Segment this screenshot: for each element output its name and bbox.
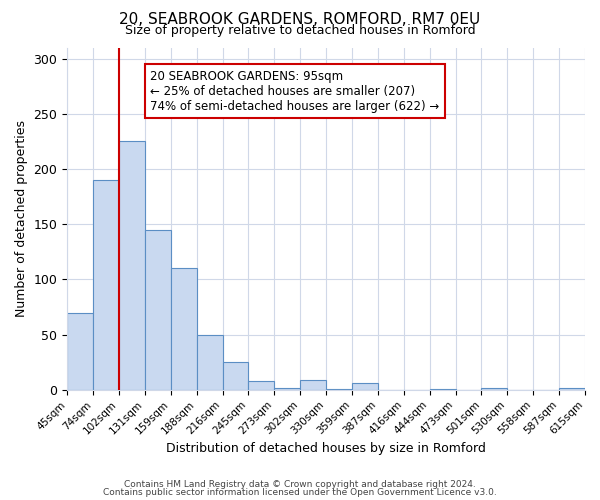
Bar — [352, 383, 378, 390]
Bar — [197, 334, 223, 390]
Bar — [119, 142, 145, 390]
Text: 20, SEABROOK GARDENS, ROMFORD, RM7 0EU: 20, SEABROOK GARDENS, ROMFORD, RM7 0EU — [119, 12, 481, 28]
Bar — [430, 389, 455, 390]
Text: 20 SEABROOK GARDENS: 95sqm
← 25% of detached houses are smaller (207)
74% of sem: 20 SEABROOK GARDENS: 95sqm ← 25% of deta… — [150, 70, 439, 113]
Text: Contains public sector information licensed under the Open Government Licence v3: Contains public sector information licen… — [103, 488, 497, 497]
X-axis label: Distribution of detached houses by size in Romford: Distribution of detached houses by size … — [166, 442, 486, 455]
Bar — [145, 230, 171, 390]
Bar — [171, 268, 197, 390]
Bar — [559, 388, 585, 390]
Bar — [248, 381, 274, 390]
Bar — [67, 312, 93, 390]
Bar — [223, 362, 248, 390]
Bar — [93, 180, 119, 390]
Y-axis label: Number of detached properties: Number of detached properties — [15, 120, 28, 317]
Bar — [300, 380, 326, 390]
Bar — [274, 388, 300, 390]
Bar — [326, 389, 352, 390]
Text: Size of property relative to detached houses in Romford: Size of property relative to detached ho… — [125, 24, 475, 37]
Text: Contains HM Land Registry data © Crown copyright and database right 2024.: Contains HM Land Registry data © Crown c… — [124, 480, 476, 489]
Bar — [481, 388, 508, 390]
